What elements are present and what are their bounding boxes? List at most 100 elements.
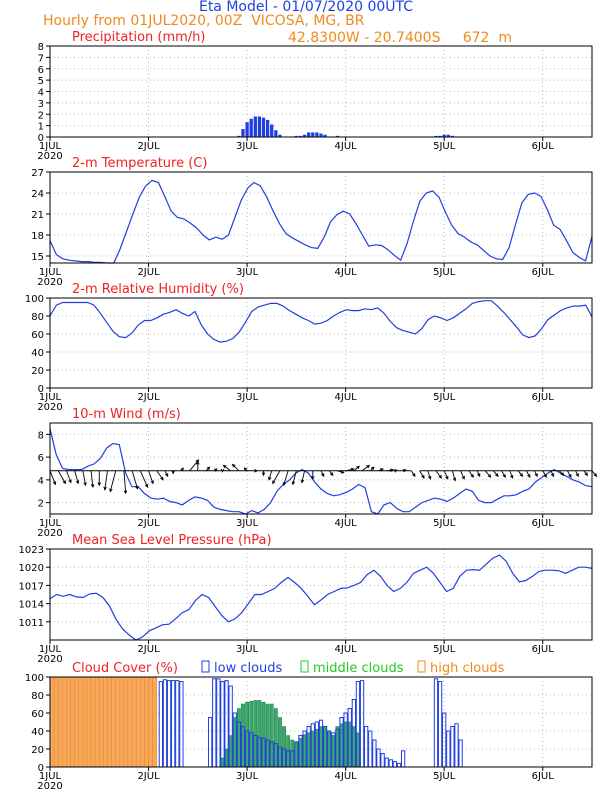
- high-cloud-bar: [82, 676, 88, 768]
- high-cloud-bar: [111, 676, 116, 768]
- precip-bar: [311, 132, 315, 137]
- x-tick-label: 4JUL: [335, 771, 358, 782]
- wind-arrow-head: [402, 468, 407, 473]
- wind-arrow-head: [487, 474, 492, 478]
- wind-arrow: [476, 470, 481, 477]
- high-cloud-bar: [115, 676, 121, 768]
- wind-arrow-head: [321, 473, 325, 478]
- y-tick-label: 100: [25, 673, 44, 684]
- y-tick-label: 2: [38, 110, 44, 121]
- wind-arrow-head: [213, 468, 218, 472]
- wind-arrow: [460, 470, 465, 480]
- wind-arrow-head: [452, 477, 457, 482]
- wind-arrow-head: [231, 463, 236, 468]
- x-year-label: 2020: [37, 402, 62, 413]
- x-tick-label: 2JUL: [137, 392, 160, 403]
- panel-title: 10-m Wind (m/s): [72, 407, 181, 422]
- x-tick-label: 2JUL: [137, 771, 160, 782]
- wind-arrow-head: [445, 475, 449, 480]
- wind-arrow-head: [97, 482, 102, 487]
- legend-swatch: [300, 660, 309, 673]
- wind-arrow-head: [366, 464, 371, 469]
- wind-arrow-head: [171, 470, 175, 475]
- panel-4: [46, 422, 598, 518]
- wind-arrow-head: [261, 472, 266, 477]
- high-cloud-bar: [123, 676, 129, 768]
- wind-arrow: [468, 470, 474, 478]
- wind-arrow: [542, 470, 547, 478]
- wind-arrow-head: [62, 480, 66, 485]
- wind-arrow: [493, 470, 499, 477]
- panel-6: [46, 660, 593, 771]
- wind-arrow-head: [180, 467, 184, 472]
- wind-arrow-head: [584, 472, 589, 477]
- x-tick-label: 6JUL: [532, 644, 555, 655]
- x-tick-label: 4JUL: [335, 267, 358, 278]
- legend-swatch: [417, 660, 426, 673]
- wind-arrow-head: [83, 482, 87, 487]
- wind-arrow: [82, 470, 86, 486]
- wind-arrow: [139, 470, 148, 488]
- y-tick-label: 1020: [19, 563, 44, 574]
- high-cloud-bar: [103, 676, 108, 768]
- wind-arrow-head: [427, 475, 432, 480]
- wind-arrow-head: [412, 473, 416, 478]
- x-tick-label: 2JUL: [137, 267, 160, 278]
- wind-arrow-head: [370, 466, 375, 471]
- precip-bar: [335, 135, 340, 137]
- y-tick-label: 1017: [19, 581, 44, 592]
- x-tick-label: 3JUL: [236, 644, 259, 655]
- series-line: [49, 300, 593, 343]
- wind-arrow: [223, 465, 231, 472]
- high-cloud-bar: [127, 676, 133, 768]
- wind-arrow: [49, 470, 56, 485]
- precip-bar: [253, 116, 257, 137]
- wind-arrow-head: [593, 473, 598, 477]
- wind-arrow: [443, 470, 449, 480]
- high-cloud-bar: [144, 676, 149, 768]
- wind-arrow: [419, 470, 425, 479]
- wind-arrow: [90, 470, 94, 488]
- wind-arrow: [517, 470, 523, 477]
- x-tick-label: 2JUL: [137, 141, 160, 152]
- wind-arrow-head: [222, 464, 227, 469]
- x-tick-label: 4JUL: [335, 518, 358, 529]
- wind-arrow-head: [495, 473, 499, 477]
- low-cloud-bar: [212, 678, 217, 768]
- wind-arrow-head: [438, 474, 442, 479]
- wind-arrow-head: [291, 481, 296, 486]
- wind-arrow: [525, 470, 531, 478]
- wind-arrow-head: [350, 467, 355, 472]
- wind-arrow-head: [254, 469, 259, 473]
- wind-arrow: [591, 470, 597, 477]
- panel-5: [46, 548, 593, 644]
- precip-bar: [274, 130, 278, 137]
- chart-subtitle-right: 42.8300W - 20.7400S 672 m: [288, 30, 512, 46]
- x-tick-label: 6JUL: [532, 141, 555, 152]
- wind-arrow-head: [543, 474, 547, 478]
- panel-2: [46, 171, 593, 267]
- wind-arrow-head: [329, 472, 334, 477]
- precip-bar: [442, 134, 446, 137]
- low-cloud-bar: [175, 680, 180, 768]
- wind-arrow-head: [560, 472, 565, 477]
- wind-arrow: [268, 470, 273, 480]
- low-cloud-bar: [220, 681, 225, 768]
- series-line: [49, 428, 593, 515]
- low-cloud-bar: [207, 717, 213, 768]
- y-tick-label: 4: [38, 88, 44, 99]
- wind-arrow-head: [220, 468, 225, 473]
- low-cloud-bar: [158, 681, 164, 768]
- y-tick-label: 0: [38, 763, 44, 774]
- x-tick-label: 3JUL: [236, 267, 259, 278]
- low-cloud-bar: [166, 680, 172, 768]
- x-year-label: 2020: [37, 781, 62, 792]
- y-tick-label: 2: [38, 499, 44, 510]
- panel-title: Precipitation (mm/h): [72, 30, 205, 45]
- wind-arrow-head: [272, 480, 276, 485]
- wind-arrow-head: [356, 465, 360, 470]
- y-tick-label: 7: [38, 53, 44, 64]
- wind-arrow: [131, 470, 138, 489]
- wind-arrow: [410, 470, 416, 477]
- precip-bar: [319, 133, 323, 137]
